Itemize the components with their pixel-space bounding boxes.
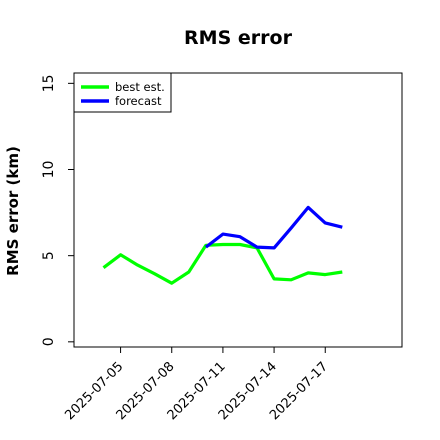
legend-label: forecast (115, 94, 162, 108)
y-tick-label: 15 (41, 74, 57, 92)
y-tick-label: 0 (41, 337, 57, 346)
series-line-best-est (102, 242, 343, 285)
y-axis-label: RMS error (km) (4, 146, 22, 276)
series-layer (102, 205, 343, 285)
y-tick-label: 5 (41, 251, 57, 260)
y-axis: 0 5 10 15 (41, 74, 74, 346)
series-line-forecast (204, 205, 343, 250)
legend: best est.forecast (73, 72, 172, 113)
x-axis: 2025-07-052025-07-082025-07-112025-07-14… (62, 347, 331, 423)
legend-box (73, 72, 172, 113)
chart-title: RMS error (184, 27, 293, 49)
legend-label: best est. (115, 80, 165, 94)
y-tick-label: 10 (41, 161, 57, 179)
plot-area-frame (73, 72, 403, 348)
